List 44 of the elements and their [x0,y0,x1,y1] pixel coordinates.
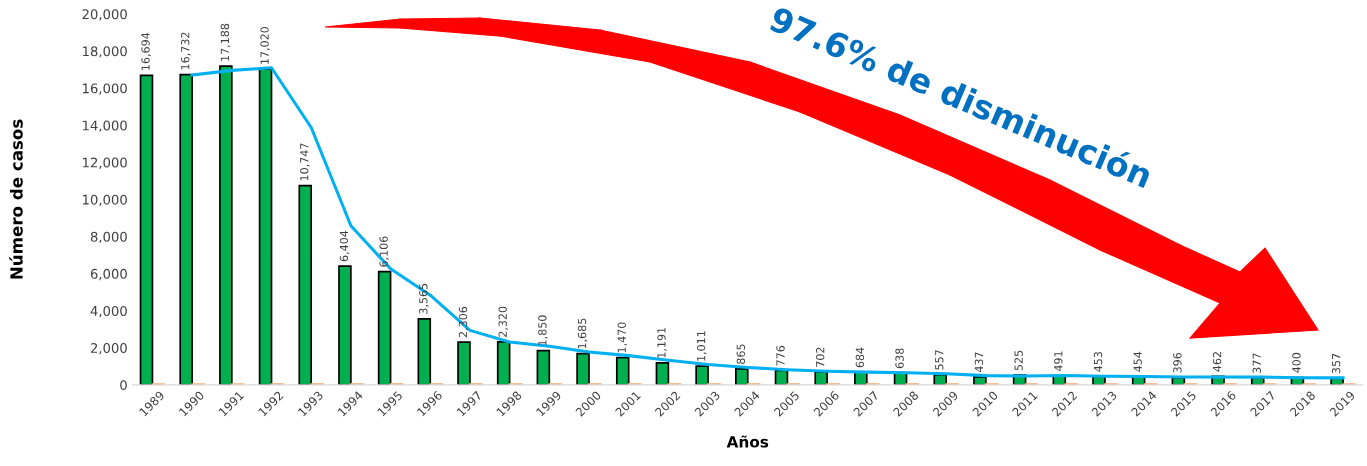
y-tick-label: 16,000 [83,83,127,95]
data-label: 684 [855,347,865,368]
y-axis-title: Número de casos [9,119,23,279]
data-label: 2,306 [458,306,469,338]
data-label: 17,188 [220,23,231,61]
data-label: 6,404 [339,230,350,262]
data-label: 396 [1173,352,1182,373]
data-label: 2,320 [498,306,509,337]
data-label: 462 [1212,352,1222,372]
data-label: 1,191 [657,327,667,358]
x-axis-title: Años [726,435,769,448]
y-tick-label: 2,000 [90,343,127,355]
data-label: 10,747 [300,143,310,181]
y-tick-label: 6,000 [90,268,127,281]
data-label: 377 [1252,353,1261,373]
data-label: 17,020 [260,26,270,64]
data-label: 453 [1093,352,1103,372]
data-label: 6,106 [379,236,389,267]
y-tick-label: 12,000 [83,157,127,169]
data-label: 1,685 [577,318,588,349]
y-tick-label: 14,000 [83,120,127,132]
data-label: 400 [1292,352,1301,373]
data-label: 1,011 [696,331,707,361]
data-label: 1,470 [617,322,628,353]
data-label: 638 [895,348,904,369]
data-label: 16,694 [141,32,151,70]
data-label: 776 [776,345,785,366]
y-tick-label: 10,000 [83,194,127,206]
y-tick-label: 4,000 [90,305,127,318]
data-label: 865 [736,344,746,364]
y-tick-label: 20,000 [82,9,127,21]
data-label: 3,565 [419,283,429,314]
y-tick-label: 18,000 [83,46,127,58]
data-label: 1,850 [538,315,548,346]
y-tick-label: 8,000 [90,231,127,244]
data-label: 357 [1331,353,1341,374]
data-label: 491 [1054,351,1063,372]
data-label: 437 [974,352,984,373]
data-label: 557 [935,350,944,370]
data-label: 16,732 [181,32,191,70]
data-label: 702 [815,347,825,367]
data-label: 454 [1133,351,1142,372]
data-label: 525 [1014,350,1023,371]
y-tick-label: 0 [120,380,127,391]
